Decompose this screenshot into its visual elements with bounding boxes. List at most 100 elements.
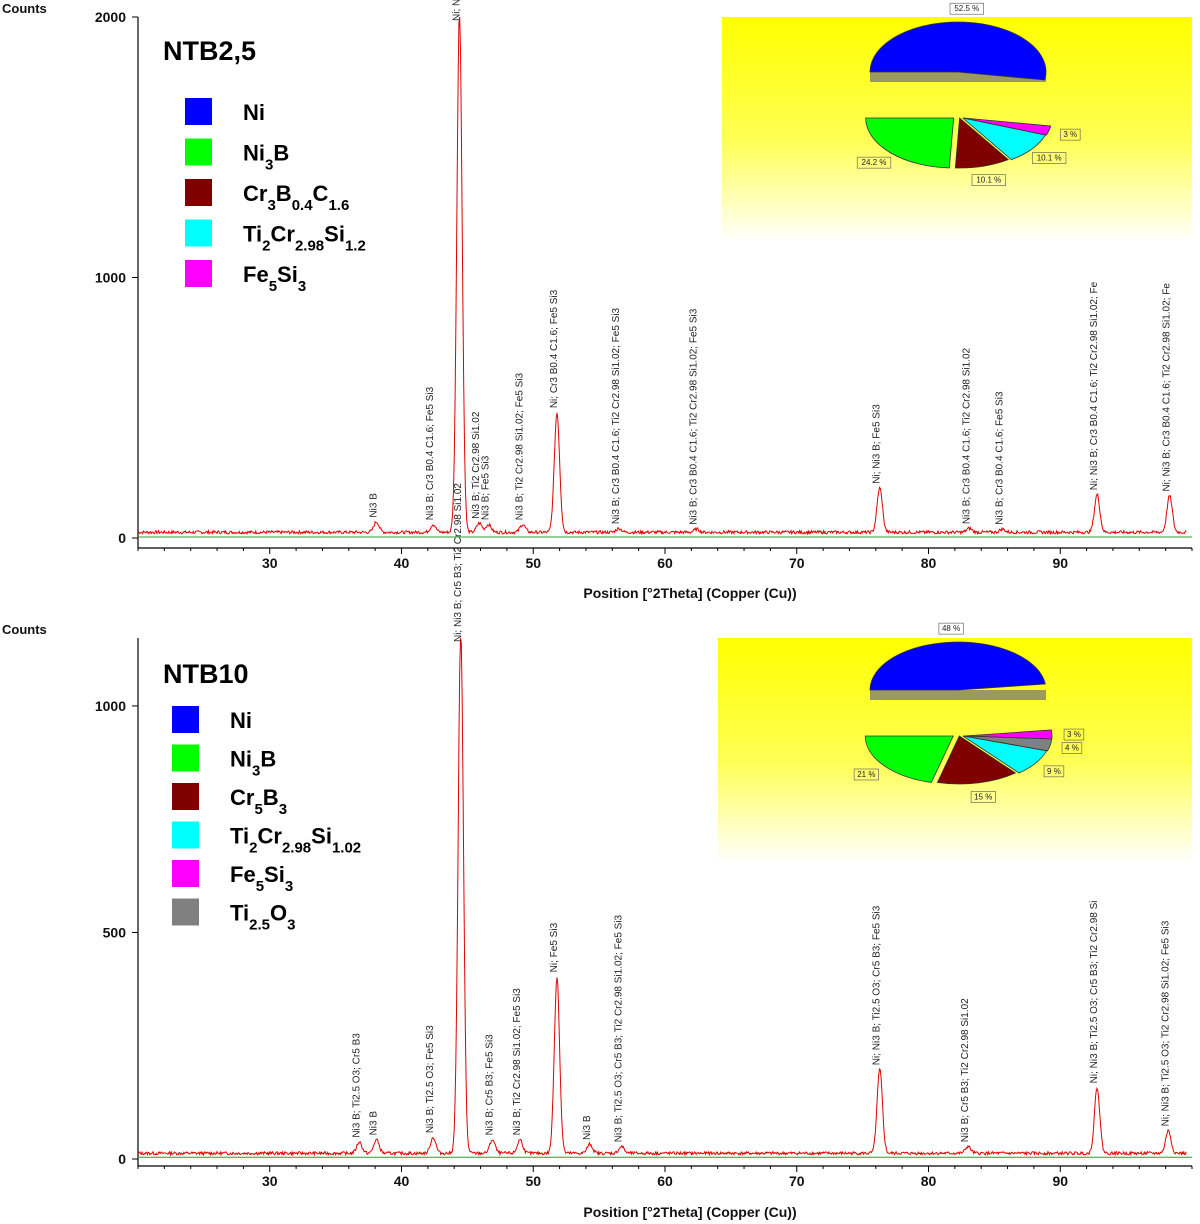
legend-label: Ni3B	[230, 747, 276, 780]
peak-label: Ni3 B	[368, 493, 379, 518]
legend-label: Cr3B0.4C1.6	[243, 181, 349, 214]
x-tick-label: 50	[525, 555, 541, 571]
pie-slice	[962, 117, 1047, 161]
legend-label: Ni3B	[243, 141, 289, 174]
pie-slice-label: 9 %	[1047, 767, 1061, 776]
legend-label: Cr5B3	[230, 785, 287, 818]
pie-label-box	[856, 156, 892, 169]
x-tick-label: 80	[921, 1173, 937, 1189]
pie-label-box	[1063, 728, 1085, 741]
chart-panel-1: Counts 0 1000 2000 30 40 50 60 70 80 90 Position [°…	[2, 0, 1193, 601]
peak-label: Ni3 B; Cr3 B0.4 C1.6; Ti2 Cr2.98 Si1.02;…	[689, 308, 700, 525]
x-tick-label: 60	[657, 555, 673, 571]
peak-label: Ni; Fe5 Si3	[549, 922, 560, 972]
y-tick-label: 2000	[95, 9, 126, 25]
peak-label: Ni3 B	[582, 1115, 593, 1140]
peak-label: Ni3 B; Cr3 B0.4 C1.6; Ti2 Cr2.98 Si1.02;…	[611, 307, 622, 524]
pie-label-box	[1043, 765, 1065, 778]
x-tick-label: 70	[789, 555, 805, 571]
pie-slice-label: 10.1 %	[1037, 154, 1062, 163]
peak-label: Ni; Ni3 B; Ti2.5 O3; Cr5 B3; Ti2 Cr2.98 …	[1089, 900, 1100, 1083]
legend-swatch	[185, 179, 212, 206]
pie-slice-label: 4 %	[1065, 744, 1079, 753]
x-tick-label: 40	[394, 555, 410, 571]
x-tick-label: 30	[262, 1173, 278, 1189]
pie-label-box	[970, 791, 996, 803]
x-tick-label: 80	[921, 555, 937, 571]
x-tick-label: 40	[394, 1173, 410, 1189]
chart-title: NTB10	[163, 659, 249, 689]
peak-label: Ni; Ni3 B; Cr3 B0.4 C1.6; Ti2 Cr2.98 Si1…	[1162, 283, 1173, 492]
peak-label: Ni3 B; Cr3 B0.4 C1.6; Ti2 Cr2.98 Si1.02	[961, 347, 972, 524]
peak-label: Ni3 B; Ti2 Cr2.98 Si1.02	[471, 411, 482, 519]
legend-label: Ti2.5O3	[230, 901, 295, 934]
peak-label: Ni; Ni3 B; Ti2.5 O3; Cr5 B3; Fe5 Si3	[872, 905, 883, 1065]
pie-slice-label: 3 %	[1067, 730, 1081, 739]
pie-depth	[870, 690, 1046, 700]
y-tick-label: 500	[103, 924, 127, 940]
legend-label: Ni	[230, 708, 252, 733]
pie-slice-label: 15 %	[974, 793, 992, 802]
x-tick-label: 60	[657, 1173, 673, 1189]
legend-swatch	[172, 898, 199, 926]
pie-slice	[864, 735, 954, 783]
pie-slice-label: 48 %	[942, 624, 960, 633]
legend-label: Fe5Si3	[243, 262, 306, 295]
chart-title: NTB2,5	[163, 36, 256, 66]
pie-slice-label: 52.5 %	[954, 4, 979, 13]
peak-label: Ni3 B; Cr3 B0.4 C1.6; Fe5 Si3	[425, 386, 436, 520]
peak-label: Ni; Ni3 B; Cr3 B0.4 C1.6; Ti2 Cr2.98 Si1…	[1089, 281, 1100, 490]
peak-label: Ni3 B	[368, 1111, 379, 1136]
legend-swatch	[185, 219, 212, 247]
legend-swatch	[172, 860, 199, 887]
x-tick-label: 90	[1052, 555, 1068, 571]
y-axis-label: Counts	[2, 1, 47, 16]
peak-label: Ni3 B; Ti2.5 O3; Cr5 B3	[351, 1033, 362, 1138]
pie-slice	[963, 117, 1052, 136]
peak-label: Ni; Ni3 B; Cr3 B0.4 C1.6; Ti2 Cr2.98 Si1…	[451, 0, 462, 21]
x-tick-label: 90	[1052, 1173, 1068, 1189]
peak-label: Ni3 B; Fe5 Si3	[480, 455, 491, 520]
legend-swatch	[172, 821, 199, 849]
peak-label: Ni; Ni3 B; Fe5 Si3	[872, 404, 883, 484]
legend-swatch	[185, 98, 212, 125]
legend-label: Ti2Cr2.98Si1.02	[230, 824, 361, 857]
pie-slice	[962, 735, 1048, 774]
peak-label: Ni3 B; Ti2.5 O3; Cr5 B3; Ti2 Cr2.98 Si1.…	[614, 914, 625, 1142]
pie-label-box	[853, 768, 879, 781]
legend-label: Fe5Si3	[230, 862, 293, 895]
diffraction-pattern-line	[137, 16, 1187, 536]
diffraction-pattern-line	[137, 637, 1187, 1157]
pie-label-box	[1061, 742, 1083, 754]
pie-slice	[869, 21, 1047, 81]
y-tick-label: 1000	[95, 698, 126, 714]
x-axis-label: Position [°2Theta] (Copper (Cu))	[583, 1204, 796, 1220]
legend-label: Ni	[243, 100, 265, 125]
pie-slice-label: 21 %	[857, 770, 875, 779]
pie-slice-label: 24.2 %	[862, 158, 887, 167]
pie-slice	[936, 735, 1017, 785]
pie-slice	[865, 117, 955, 169]
pie-label-box	[949, 2, 984, 15]
peak-label: Ni; Ni3 B; Cr5 B3; Ti2 Cr2.98 Si1.02	[453, 483, 464, 642]
y-tick-label: 0	[118, 1151, 126, 1167]
peak-label: Ni; Cr3 B0.4 C1.6; Fe5 Si3	[549, 289, 560, 408]
peak-label: Ni3 B; Ti2 Cr2.98 Si1.02; Fe5 Si3	[515, 372, 526, 520]
peak-label: Ni3 B; Cr3 B0.4 C1.6; Fe5 Si3	[994, 391, 1005, 525]
pie-label-box	[971, 174, 1006, 187]
legend-swatch	[172, 706, 199, 733]
pie-slice	[869, 641, 1046, 691]
peak-label: Ni3 B; Ti2 Cr2.98 Si1.02; Fe5 Si3	[512, 988, 523, 1136]
pie-label-box	[938, 622, 964, 635]
y-axis-label: Counts	[2, 622, 47, 637]
pie-label-box	[1032, 152, 1067, 164]
x-axis-label: Position [°2Theta] (Copper (Cu))	[583, 585, 796, 601]
y-tick-label: 0	[118, 530, 126, 546]
x-tick-label: 50	[525, 1173, 541, 1189]
peak-label: Ni3 B; Cr5 B3; Fe5 Si3	[484, 1034, 495, 1136]
pie-label-box	[1060, 128, 1081, 141]
peak-label: Ni3 B; Cr5 B3; Ti2 Cr2.98 Si1.02	[960, 998, 971, 1142]
peak-label: Ni; Ni3 B; Ti2.5 O3; Ti2 Cr2.98 Si1.02; …	[1160, 920, 1171, 1126]
legend-swatch	[185, 138, 212, 166]
